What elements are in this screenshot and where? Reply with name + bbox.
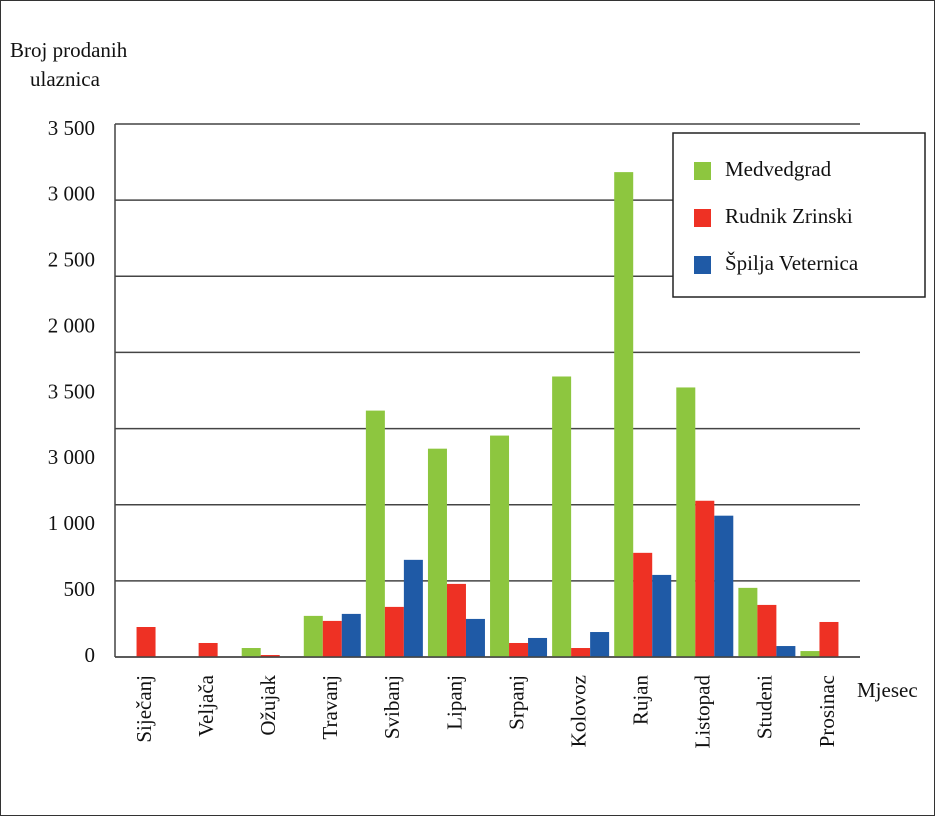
x-tick-label: Rujan [629,675,653,726]
bar [241,648,261,657]
x-tick-label: Ožujak [256,675,280,736]
bar [652,574,672,657]
x-axis-label: Mjesec [857,678,918,702]
bar [590,632,610,657]
bar [528,637,548,657]
x-tick-label: Siječanj [132,675,156,743]
legend-swatch [694,162,711,180]
x-tick-label: Kolovoz [566,675,590,747]
bar [800,651,820,657]
legend-box [672,132,926,298]
y-tick-label: 3 500 [48,116,95,140]
x-tick-label: Travanj [318,675,342,740]
y-tick-label: 3 000 [48,182,95,206]
legend-label: Rudnik Zrinski [725,204,853,228]
bar [490,435,510,657]
bar [714,515,734,657]
y-tick-label: 0 [85,643,96,667]
bar [819,621,839,657]
legend-swatch [694,209,711,227]
bar [614,172,634,657]
bar [136,626,156,657]
bar [676,387,696,657]
y-tick-label: 2 500 [48,248,95,272]
bar [403,559,423,657]
y-axis-label: Broj prodanih [10,38,128,62]
bar [738,587,758,657]
x-tick-label: Listopad [691,675,715,749]
y-tick-label: 3 500 [48,379,95,403]
bar [571,648,591,657]
bar [695,500,715,657]
bar [341,613,361,657]
y-tick-label: 3 000 [48,445,95,469]
bar [427,448,447,657]
x-tick-label: Veljača [194,674,218,736]
bar [757,604,777,657]
bar [198,642,218,657]
x-tick-label: Srpanj [504,675,528,730]
x-tick-label: Studeni [753,675,777,739]
y-tick-label: 500 [64,577,96,601]
bar [384,606,404,657]
y-axis-label: ulaznica [30,67,101,91]
bar [446,583,466,657]
bar [552,376,572,657]
legend-swatch [694,256,711,274]
legend-label: Špilja Veternica [725,251,859,275]
bar [633,552,653,657]
bar [322,620,342,657]
legend-label: Medvedgrad [725,157,832,181]
bar [776,646,796,657]
bar [303,615,323,657]
bar [365,410,385,657]
y-tick-label: 2 000 [48,313,95,337]
y-tick-label: 1 000 [48,511,95,535]
bar [465,618,485,657]
bar [260,655,280,657]
bar [509,642,529,657]
x-tick-label: Svibanj [380,675,404,739]
x-tick-label: Lipanj [442,675,466,730]
x-tick-label: Prosinac [815,675,839,747]
